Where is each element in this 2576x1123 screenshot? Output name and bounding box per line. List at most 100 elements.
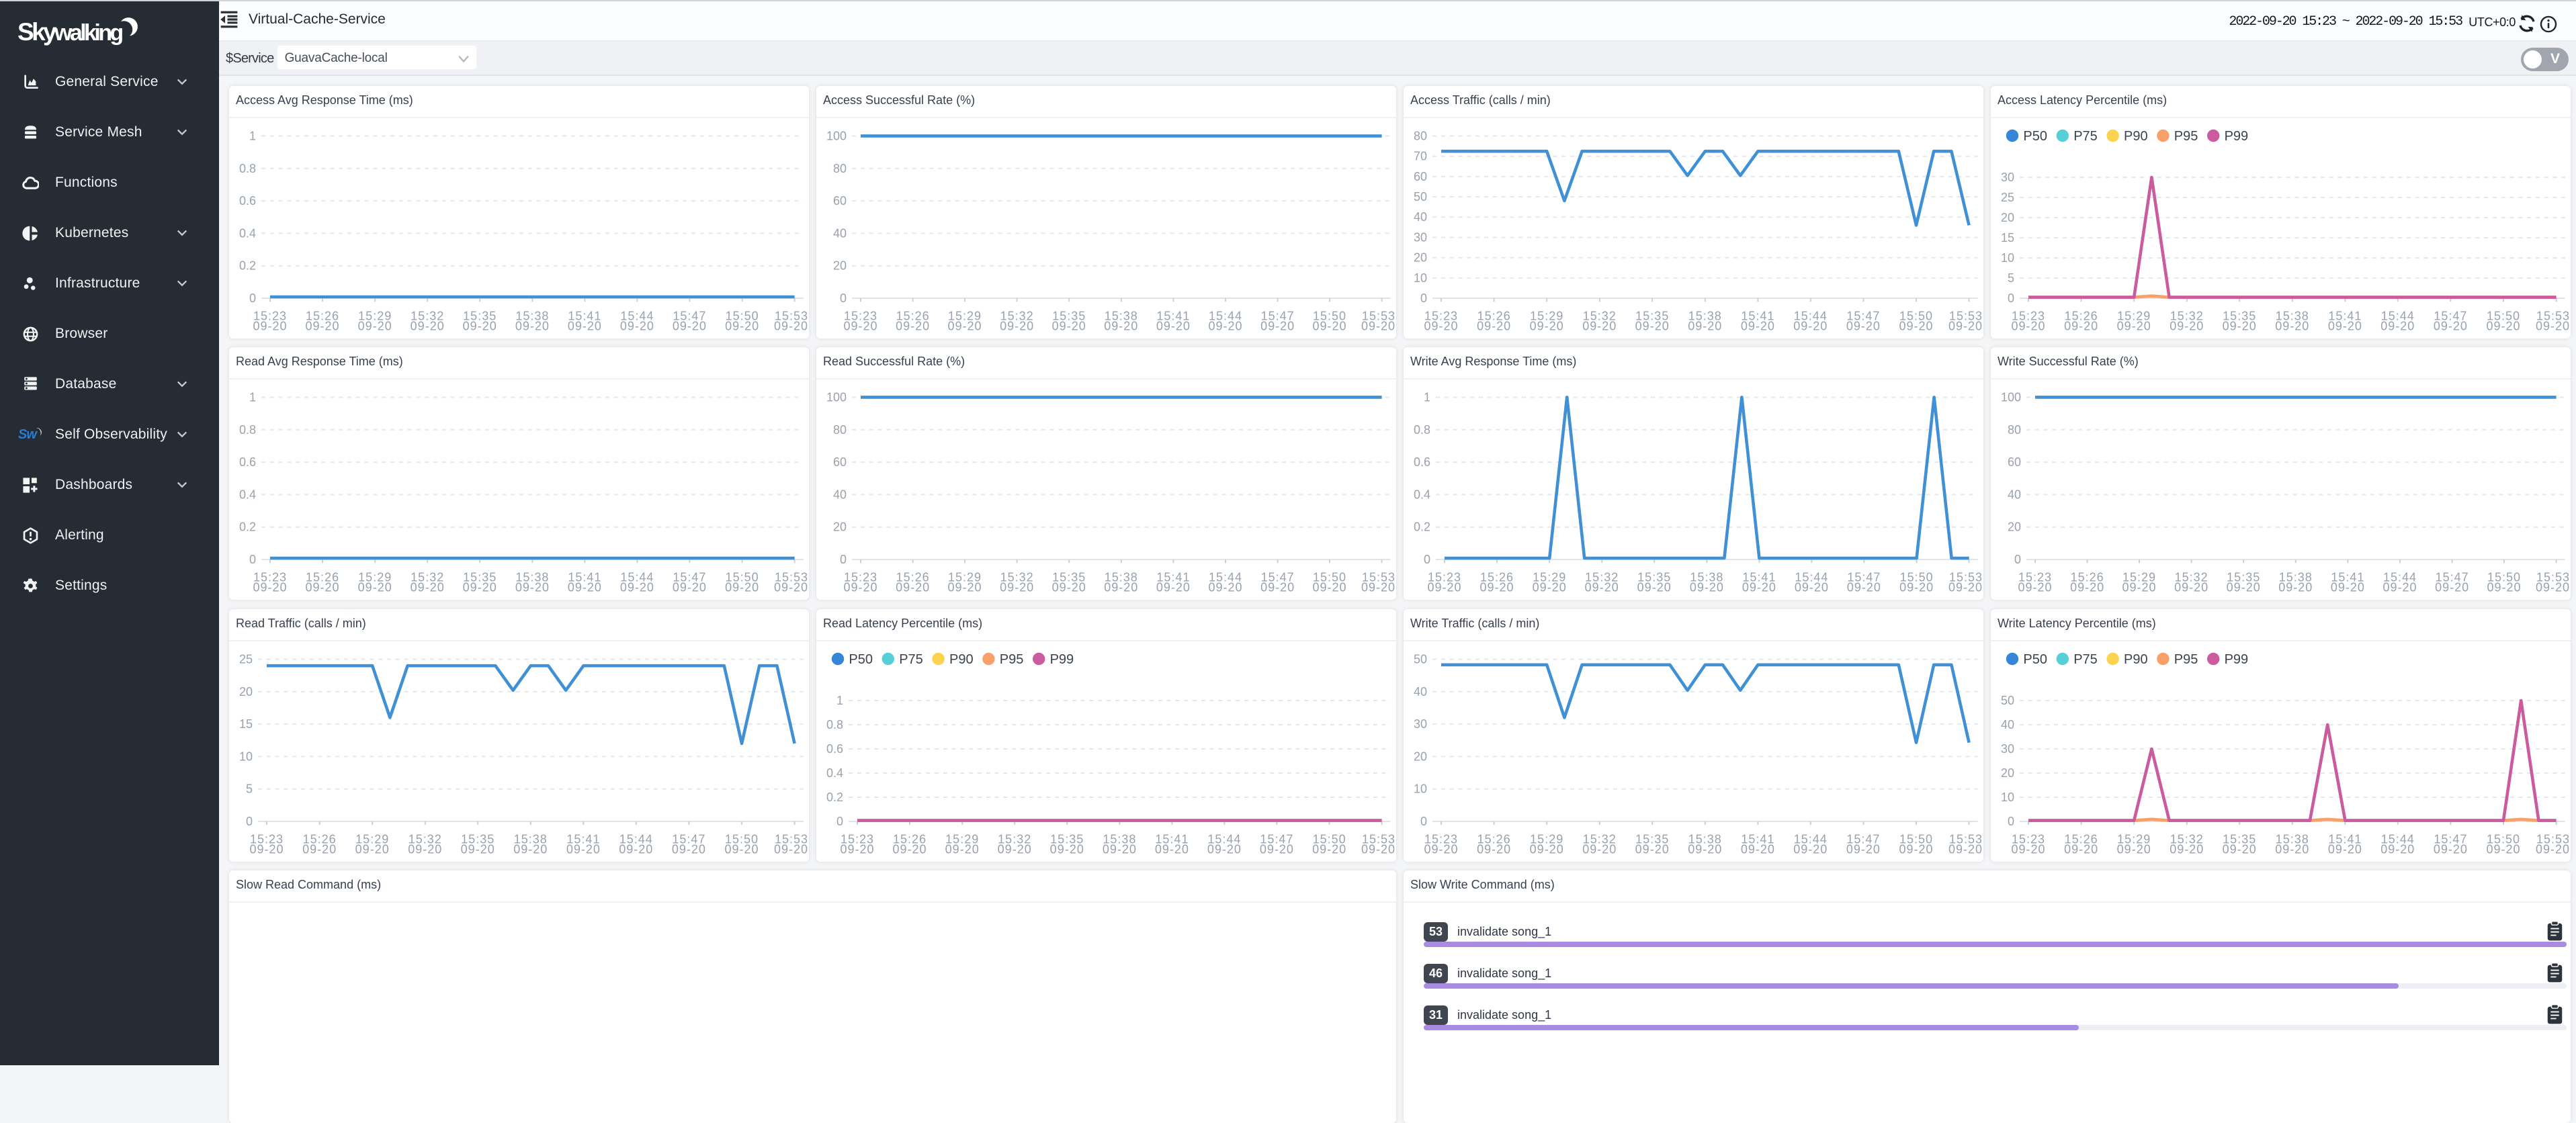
svg-text:15:23: 15:23 [253, 309, 287, 322]
svg-text:09-20: 09-20 [1208, 319, 1242, 332]
svg-text:10: 10 [2001, 251, 2014, 265]
svg-text:15:41: 15:41 [2331, 570, 2364, 584]
svg-text:15:41: 15:41 [1155, 832, 1189, 846]
svg-text:15:44: 15:44 [1209, 570, 1242, 584]
svg-text:15:32: 15:32 [998, 832, 1031, 846]
svg-text:09-20: 09-20 [1846, 842, 1881, 856]
svg-text:P95: P95 [2174, 652, 2198, 666]
svg-text:09-20: 09-20 [1479, 580, 1514, 594]
svg-text:15:50: 15:50 [2487, 832, 2520, 846]
svg-text:09-20: 09-20 [1635, 842, 1670, 856]
svg-text:09-20: 09-20 [2328, 842, 2362, 856]
svg-text:15:53: 15:53 [1362, 570, 1396, 584]
svg-text:15:44: 15:44 [2381, 832, 2415, 846]
svg-text:15:26: 15:26 [2071, 570, 2104, 584]
svg-text:15:32: 15:32 [1000, 570, 1034, 584]
svg-text:15:53: 15:53 [2536, 309, 2570, 322]
svg-text:15:47: 15:47 [673, 309, 706, 322]
svg-text:30: 30 [1414, 230, 1427, 244]
svg-text:15:32: 15:32 [2170, 309, 2204, 322]
svg-text:09-20: 09-20 [2434, 842, 2468, 856]
svg-text:P95: P95 [1000, 652, 1024, 666]
svg-text:40: 40 [833, 488, 847, 501]
svg-text:09-20: 09-20 [1899, 319, 1933, 332]
svg-text:09-20: 09-20 [672, 842, 706, 856]
svg-text:15:35: 15:35 [2223, 832, 2256, 846]
svg-text:09-20: 09-20 [1846, 319, 1881, 332]
svg-text:09-20: 09-20 [2275, 319, 2309, 332]
svg-text:15:38: 15:38 [1103, 832, 1136, 846]
svg-text:09-20: 09-20 [1312, 580, 1346, 594]
svg-text:0: 0 [2008, 291, 2014, 305]
svg-text:0: 0 [2014, 553, 2021, 566]
svg-text:09-20: 09-20 [358, 580, 392, 594]
svg-text:15:53: 15:53 [1949, 309, 1983, 322]
svg-text:15:44: 15:44 [1794, 832, 1828, 846]
svg-text:15:50: 15:50 [2487, 309, 2520, 322]
svg-text:1: 1 [1424, 391, 1430, 404]
svg-text:09-20: 09-20 [1690, 580, 1724, 594]
svg-text:09-20: 09-20 [302, 842, 337, 856]
svg-text:09-20: 09-20 [1948, 842, 1983, 856]
svg-text:10: 10 [2001, 791, 2014, 804]
svg-text:09-20: 09-20 [945, 842, 980, 856]
svg-text:15:29: 15:29 [945, 832, 979, 846]
svg-text:09-20: 09-20 [1155, 842, 1189, 856]
svg-text:09-20: 09-20 [2064, 319, 2098, 332]
svg-text:15:44: 15:44 [620, 570, 654, 584]
svg-text:15:26: 15:26 [306, 570, 339, 584]
svg-text:15:44: 15:44 [1795, 570, 1828, 584]
svg-text:09-20: 09-20 [249, 842, 284, 856]
svg-text:09-20: 09-20 [1312, 319, 1346, 332]
svg-text:15:47: 15:47 [2434, 832, 2467, 846]
svg-text:15:35: 15:35 [1637, 570, 1671, 584]
svg-text:5: 5 [246, 782, 253, 795]
svg-text:60: 60 [2008, 455, 2021, 469]
svg-text:15:41: 15:41 [568, 570, 601, 584]
svg-text:0.4: 0.4 [239, 226, 256, 240]
svg-text:09-20: 09-20 [2435, 580, 2469, 594]
svg-text:09-20: 09-20 [1741, 842, 1775, 856]
svg-text:09-20: 09-20 [774, 319, 808, 332]
svg-text:09-20: 09-20 [2018, 580, 2052, 594]
svg-text:15:41: 15:41 [568, 309, 601, 322]
svg-text:09-20: 09-20 [725, 319, 759, 332]
svg-text:15:35: 15:35 [1635, 309, 1669, 322]
svg-text:09-20: 09-20 [2380, 842, 2415, 856]
svg-text:09-20: 09-20 [2278, 580, 2313, 594]
svg-text:0.6: 0.6 [239, 455, 256, 469]
svg-text:09-20: 09-20 [2275, 842, 2309, 856]
svg-text:15:23: 15:23 [2018, 570, 2052, 584]
svg-text:15:47: 15:47 [1261, 570, 1295, 584]
svg-text:1: 1 [836, 694, 843, 707]
svg-text:15:47: 15:47 [673, 570, 706, 584]
svg-text:09-20: 09-20 [1312, 842, 1346, 856]
svg-text:15:47: 15:47 [1846, 309, 1880, 322]
svg-text:09-20: 09-20 [1688, 319, 1722, 332]
svg-text:09-20: 09-20 [840, 842, 874, 856]
svg-text:15:26: 15:26 [2065, 309, 2098, 322]
svg-text:09-20: 09-20 [2170, 842, 2204, 856]
svg-text:09-20: 09-20 [408, 842, 442, 856]
svg-text:09-20: 09-20 [568, 319, 602, 332]
svg-text:15:50: 15:50 [1899, 832, 1933, 846]
svg-text:15:32: 15:32 [409, 832, 442, 846]
svg-text:0.4: 0.4 [826, 766, 843, 780]
svg-text:15:44: 15:44 [1207, 832, 1241, 846]
svg-text:15:41: 15:41 [1742, 570, 1776, 584]
svg-text:80: 80 [2008, 423, 2021, 437]
svg-text:15:23: 15:23 [253, 570, 287, 584]
svg-text:15:50: 15:50 [1313, 832, 1346, 846]
svg-text:09-20: 09-20 [1847, 580, 1881, 594]
svg-text:09-20: 09-20 [2328, 319, 2362, 332]
svg-text:70: 70 [1414, 149, 1427, 163]
svg-text:09-20: 09-20 [2380, 319, 2415, 332]
svg-text:09-20: 09-20 [2382, 580, 2417, 594]
svg-text:30: 30 [1414, 717, 1427, 731]
svg-text:40: 40 [1414, 210, 1427, 224]
svg-text:0.6: 0.6 [826, 742, 843, 756]
svg-text:09-20: 09-20 [1477, 319, 1511, 332]
svg-text:15:23: 15:23 [844, 309, 877, 322]
svg-text:09-20: 09-20 [843, 319, 877, 332]
svg-text:15:26: 15:26 [303, 832, 337, 846]
